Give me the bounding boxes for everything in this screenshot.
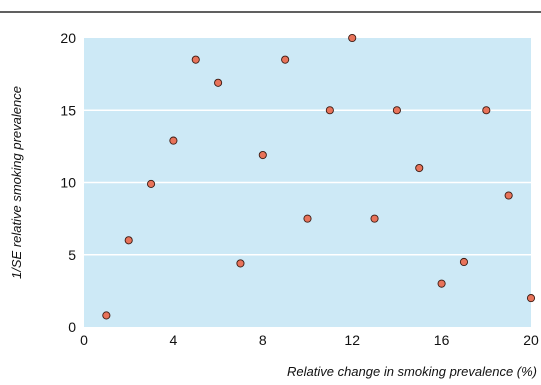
y-tick-label: 0	[68, 319, 76, 335]
data-point	[437, 279, 446, 288]
data-point	[392, 106, 401, 115]
x-axis-ticks: 0 4 8 12 16 20	[80, 332, 539, 348]
x-tick-label: 0	[80, 332, 88, 348]
data-point	[191, 55, 200, 64]
data-point	[482, 106, 491, 115]
data-point	[303, 214, 312, 223]
data-point	[124, 236, 133, 245]
y-tick-label: 10	[60, 175, 76, 191]
data-point	[169, 136, 178, 145]
data-point	[102, 311, 111, 320]
y-axis-ticks: 0 5 10 15 20	[60, 30, 76, 335]
x-tick-label: 20	[523, 332, 539, 348]
data-point	[526, 294, 536, 303]
data-point	[415, 163, 424, 173]
x-tick-label: 4	[170, 332, 178, 348]
data-point	[459, 257, 469, 267]
data-point	[370, 214, 379, 223]
data-point	[348, 33, 357, 43]
data-point	[504, 191, 513, 200]
data-point	[258, 150, 267, 160]
x-tick-label: 16	[434, 332, 450, 348]
gridlines	[84, 109, 531, 256]
x-axis-title: Relative change in smoking prevalence (%…	[287, 364, 537, 379]
x-tick-label: 12	[344, 332, 360, 348]
data-point	[325, 106, 334, 115]
data-points	[102, 33, 536, 320]
x-tick-label: 8	[259, 332, 267, 348]
y-tick-label: 15	[60, 102, 76, 118]
data-point	[146, 179, 156, 188]
y-tick-label: 20	[60, 30, 76, 46]
data-point	[236, 259, 245, 268]
data-point	[281, 55, 290, 64]
y-tick-label: 5	[68, 247, 76, 263]
y-axis-title: 1/SE relative smoking prevalence	[9, 86, 24, 279]
data-point	[214, 78, 223, 87]
